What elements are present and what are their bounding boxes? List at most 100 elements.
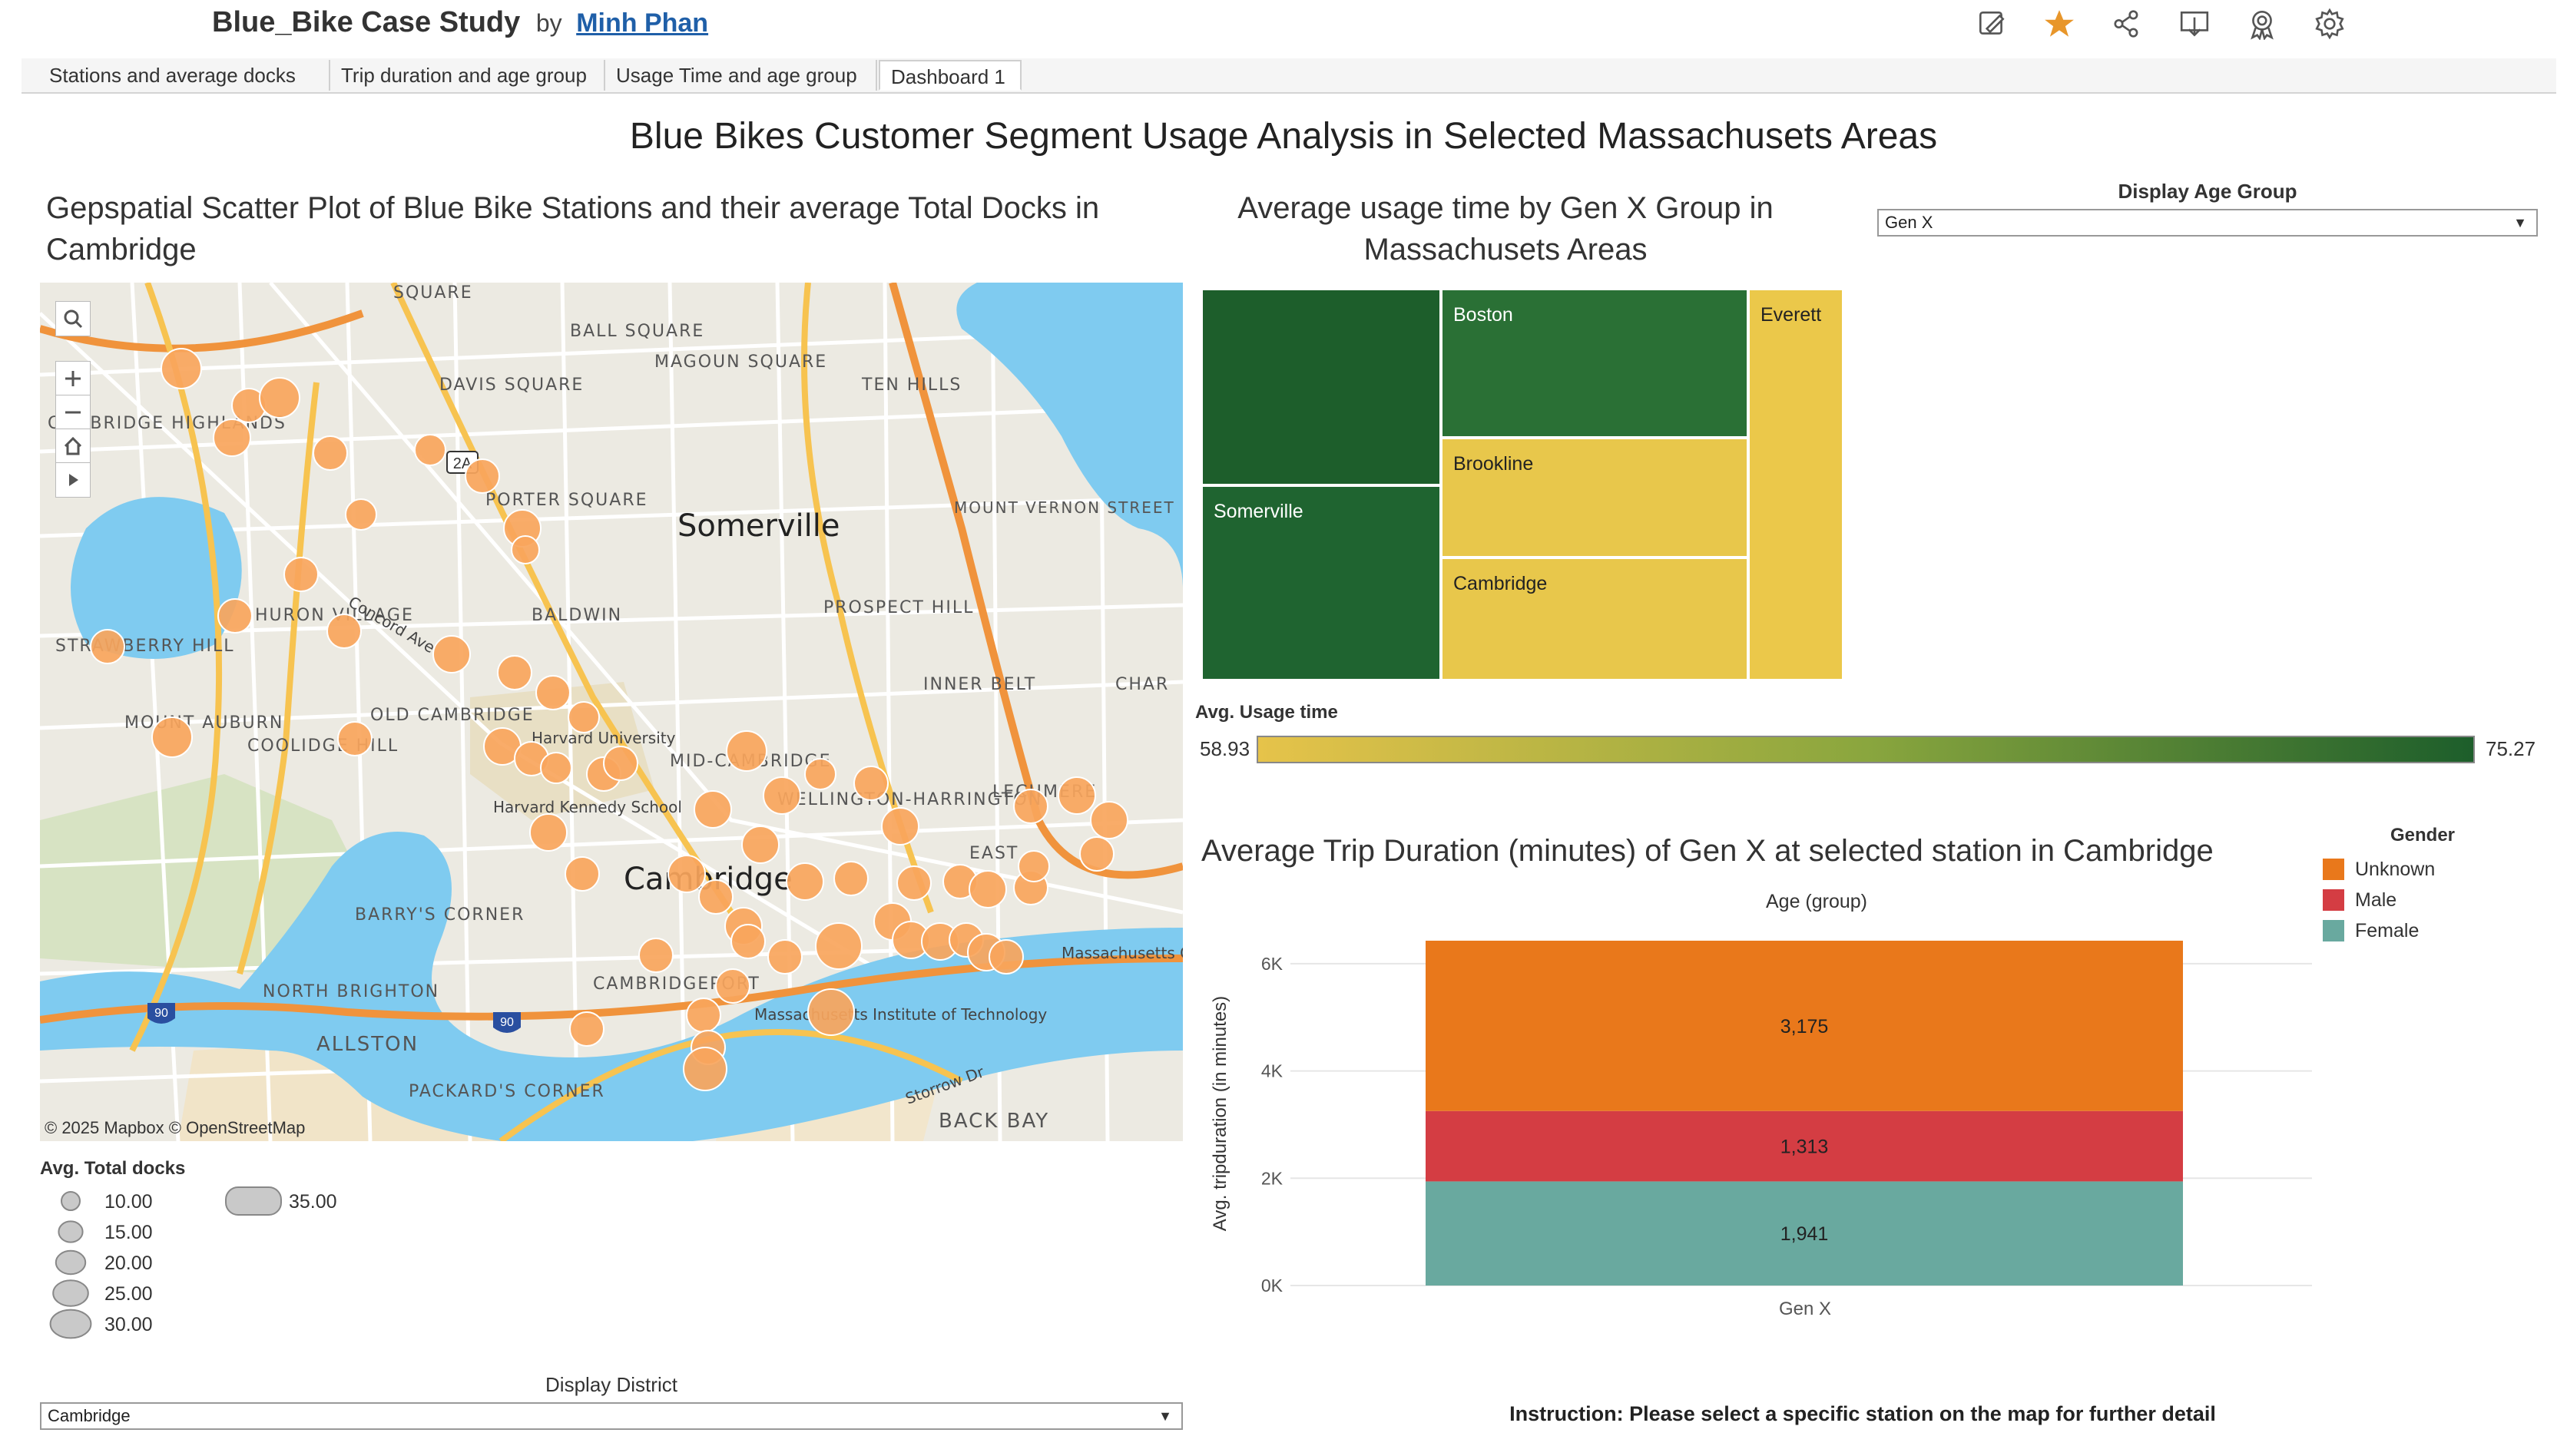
- map-attribution[interactable]: © 2025 Mapbox © OpenStreetMap: [45, 1118, 306, 1137]
- map-canvas[interactable]: 2A 90 90 SQUARE DAVIS SQUARE BALL SQUARE…: [40, 283, 1183, 1141]
- district-selected-value: Cambridge: [48, 1406, 131, 1425]
- tab-stations-average-docks[interactable]: Stations and average docks: [38, 60, 330, 91]
- station-marker[interactable]: [989, 939, 1024, 975]
- plus-icon: [65, 371, 81, 386]
- station-marker[interactable]: [603, 746, 638, 781]
- tab-usage-time-age-group[interactable]: Usage Time and age group: [605, 60, 877, 91]
- station-marker[interactable]: [497, 655, 532, 690]
- station-marker[interactable]: [1013, 789, 1048, 824]
- station-marker[interactable]: [763, 776, 801, 815]
- settings-icon[interactable]: [2314, 8, 2346, 40]
- station-marker[interactable]: [326, 614, 362, 649]
- label-east: EAST: [969, 844, 1019, 863]
- age-group-dropdown[interactable]: Gen X ▼: [1877, 209, 2538, 237]
- station-marker[interactable]: [741, 826, 780, 864]
- station-marker[interactable]: [833, 861, 869, 896]
- treemap-cell-top-left[interactable]: [1201, 289, 1441, 485]
- y-axis-label: Avg. tripduration (in minutes): [1210, 996, 1231, 1231]
- station-marker[interactable]: [568, 701, 600, 733]
- label-magoun-square: MAGOUN SQUARE: [654, 352, 827, 372]
- reset-map-button[interactable]: [55, 429, 91, 463]
- treemap-cell-somerville[interactable]: Somerville: [1201, 485, 1441, 680]
- station-marker[interactable]: [432, 635, 471, 673]
- metrics-icon[interactable]: [2246, 8, 2278, 40]
- treemap-cell-cambridge[interactable]: Cambridge: [1441, 558, 1748, 680]
- station-marker[interactable]: [815, 922, 863, 970]
- bar-segment-female[interactable]: [1426, 1181, 2183, 1286]
- station-marker[interactable]: [540, 752, 572, 784]
- station-marker[interactable]: [1090, 801, 1128, 839]
- station-marker[interactable]: [715, 968, 750, 1004]
- bar-segment-unknown[interactable]: [1426, 940, 2183, 1111]
- station-marker[interactable]: [414, 434, 446, 466]
- station-marker[interactable]: [638, 938, 674, 973]
- station-marker[interactable]: [730, 924, 766, 959]
- station-marker[interactable]: [535, 675, 571, 710]
- station-marker[interactable]: [217, 598, 253, 634]
- station-marker[interactable]: [1058, 776, 1096, 815]
- docks-size-legend[interactable]: 10.00 15.00 20.00 25.00 30.00 35.00: [40, 1178, 363, 1339]
- station-marker[interactable]: [90, 629, 125, 664]
- station-marker[interactable]: [345, 498, 377, 531]
- station-marker[interactable]: [726, 730, 767, 772]
- legend-item-female[interactable]: Female: [2323, 915, 2435, 946]
- district-dropdown[interactable]: Cambridge ▼: [40, 1402, 1183, 1430]
- station-marker[interactable]: [465, 458, 500, 494]
- station-marker[interactable]: [511, 535, 540, 564]
- usage-color-legend-min: 58.93: [1200, 737, 1250, 760]
- station-marker[interactable]: [151, 716, 193, 758]
- station-marker[interactable]: [529, 813, 568, 852]
- legend-item-male[interactable]: Male: [2323, 885, 2435, 915]
- station-marker[interactable]: [896, 865, 932, 901]
- map-toolbar-toggle[interactable]: [55, 462, 91, 498]
- treemap-cell-brookline[interactable]: Brookline: [1441, 438, 1748, 558]
- trip-duration-bar-chart[interactable]: Avg. tripduration (in minutes) 0K2K4K6K …: [1198, 922, 2320, 1336]
- usage-treemap[interactable]: Somerville Boston Brookline Cambridge Ev…: [1201, 289, 1843, 680]
- tab-trip-duration-age-group[interactable]: Trip duration and age group: [330, 60, 605, 91]
- station-marker[interactable]: [337, 721, 373, 756]
- station-markers[interactable]: [90, 348, 1128, 1091]
- map-search-button[interactable]: [55, 301, 91, 336]
- station-marker[interactable]: [786, 862, 824, 901]
- station-marker[interactable]: [807, 988, 855, 1036]
- station-marker[interactable]: [853, 766, 889, 801]
- author-link[interactable]: Minh Phan: [576, 8, 709, 38]
- legend-item-unknown[interactable]: Unknown: [2323, 854, 2435, 885]
- label-mount-vernon: MOUNT VERNON STREET HISTORIC DISTRICT: [954, 498, 1183, 517]
- usage-color-ramp[interactable]: [1257, 736, 2475, 763]
- gender-legend[interactable]: Unknown Male Female: [2323, 854, 2435, 946]
- station-marker[interactable]: [686, 998, 721, 1033]
- station-marker[interactable]: [161, 348, 202, 389]
- station-marker[interactable]: [767, 939, 803, 975]
- bar-segment-male[interactable]: [1426, 1110, 2183, 1182]
- station-marker[interactable]: [804, 758, 836, 790]
- station-marker[interactable]: [313, 435, 348, 471]
- station-marker[interactable]: [283, 557, 319, 592]
- treemap-cell-everett[interactable]: Everett: [1748, 289, 1843, 680]
- station-marker[interactable]: [683, 1047, 727, 1091]
- tab-dashboard-1[interactable]: Dashboard 1: [879, 60, 1022, 91]
- download-icon[interactable]: [2178, 8, 2211, 40]
- station-marker[interactable]: [565, 856, 600, 892]
- station-marker[interactable]: [881, 807, 919, 845]
- station-marker[interactable]: [694, 790, 732, 829]
- station-marker[interactable]: [1018, 850, 1050, 882]
- favorite-star-icon[interactable]: [2043, 8, 2075, 40]
- station-marker[interactable]: [569, 1011, 604, 1047]
- station-marker[interactable]: [667, 855, 706, 893]
- share-icon[interactable]: [2111, 8, 2143, 40]
- usage-color-legend-max: 75.27: [2486, 737, 2536, 760]
- zoom-out-button[interactable]: [55, 395, 91, 429]
- bar-chart-title: Average Trip Duration (minutes) of Gen X…: [1201, 834, 2214, 868]
- station-marker[interactable]: [259, 377, 300, 419]
- treemap-cell-boston[interactable]: Boston: [1441, 289, 1748, 438]
- zoom-in-button[interactable]: [55, 361, 91, 395]
- bar-value-label-male: 1,313: [1780, 1137, 1829, 1158]
- legend-size-swatch: [58, 1220, 84, 1243]
- station-map[interactable]: 2A 90 90 SQUARE DAVIS SQUARE BALL SQUARE…: [40, 283, 1183, 1141]
- station-marker[interactable]: [1079, 836, 1115, 872]
- station-marker[interactable]: [213, 419, 251, 457]
- station-marker[interactable]: [698, 879, 734, 915]
- edit-icon[interactable]: [1976, 8, 2008, 40]
- station-marker[interactable]: [969, 870, 1007, 908]
